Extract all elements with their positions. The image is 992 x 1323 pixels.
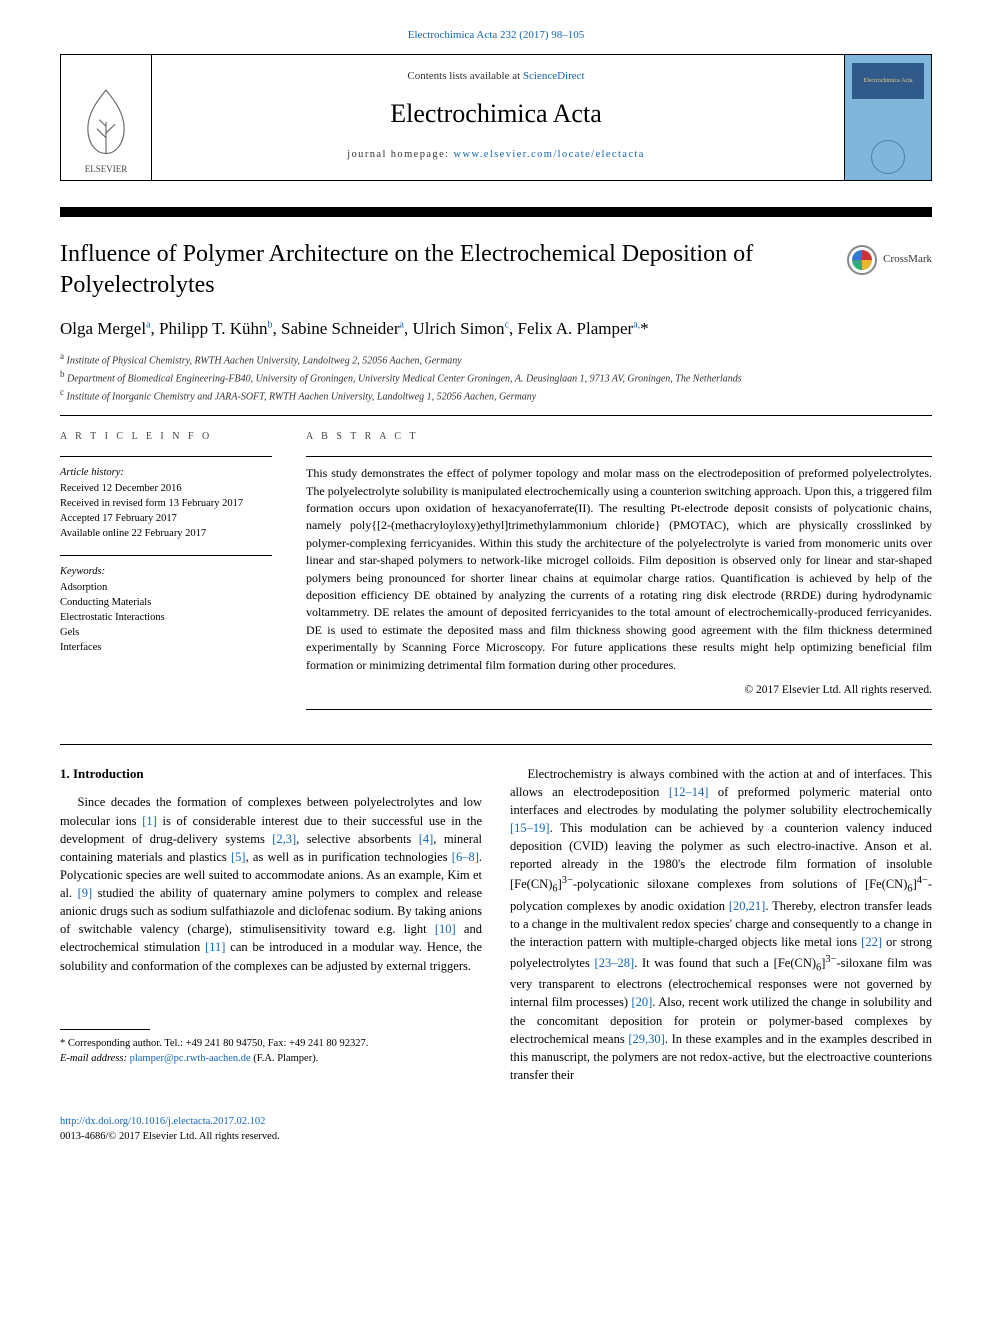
abstract-col: A B S T R A C T This study demonstrates … [306,430,932,718]
header-citation: Electrochimica Acta 232 (2017) 98–105 [0,28,992,44]
history-label: Article history: [60,465,272,480]
journal-title: Electrochimica Acta [85,95,907,133]
article-info-col: A R T I C L E I N F O Article history: R… [60,430,272,718]
crossmark-icon [847,245,877,275]
footnote-email-paren: (F.A. Plamper). [251,1053,319,1064]
keyword-1: Conducting Materials [60,595,272,610]
abstract-rule-bottom [306,709,932,710]
affiliation-c: c Institute of Inorganic Chemistry and J… [60,386,932,404]
elsevier-logo: ELSEVIER [60,54,152,181]
history-3: Available online 22 February 2017 [60,526,272,541]
divider-bar [60,207,932,217]
history-1: Received in revised form 13 February 201… [60,496,272,511]
affiliations: a Institute of Physical Chemistry, RWTH … [60,350,932,405]
body-col-left: 1. Introduction Since decades the format… [60,765,482,1084]
homepage-link[interactable]: www.elsevier.com/locate/electacta [453,149,644,160]
header-citation-link[interactable]: Electrochimica Acta 232 (2017) 98–105 [408,29,585,41]
body-p2: Electrochemistry is always combined with… [510,765,932,1084]
info-heading: A R T I C L E I N F O [60,430,272,445]
keyword-3: Gels [60,625,272,640]
journal-cover-thumb: Electrochimica Acta [844,54,932,181]
homepage-line: journal homepage: www.elsevier.com/locat… [85,147,907,162]
abstract-text: This study demonstrates the effect of po… [306,465,932,674]
footnote-email-link[interactable]: plamper@pc.rwth-aachen.de [130,1053,251,1064]
footnote-email-label: E-mail address: [60,1053,130,1064]
affiliation-a: a Institute of Physical Chemistry, RWTH … [60,350,932,368]
corresponding-footnote: * Corresponding author. Tel.: +49 241 80… [60,1036,482,1066]
history-2: Accepted 17 February 2017 [60,511,272,526]
bottom-block: http://dx.doi.org/10.1016/j.electacta.20… [60,1114,932,1144]
elsevier-label: ELSEVIER [85,163,128,176]
body-p1: Since decades the formation of complexes… [60,793,482,974]
footnote-line1: * Corresponding author. Tel.: +49 241 80… [60,1036,482,1051]
issn-line: 0013-4686/© 2017 Elsevier Ltd. All right… [60,1129,932,1144]
keyword-4: Interfaces [60,640,272,655]
abstract-copyright: © 2017 Elsevier Ltd. All rights reserved… [306,682,932,699]
rule-above-info [60,415,932,416]
abstract-heading: A B S T R A C T [306,430,932,445]
crossmark-label: CrossMark [883,252,932,268]
body-col-right: Electrochemistry is always combined with… [510,765,932,1084]
keyword-2: Electrostatic Interactions [60,610,272,625]
tree-icon [72,83,140,163]
section-1-title: 1. Introduction [60,765,482,784]
doi-link[interactable]: http://dx.doi.org/10.1016/j.electacta.20… [60,1116,265,1127]
cover-decoration-icon [871,140,905,174]
info-rule-2 [60,555,272,556]
abstract-rule [306,456,932,457]
crossmark-badge[interactable]: CrossMark [847,239,932,275]
affiliation-b: b Department of Biomedical Engineering-F… [60,368,932,386]
article-title: Influence of Polymer Architecture on the… [60,239,831,301]
sciencedirect-link[interactable]: ScienceDirect [523,70,585,82]
rule-above-body [60,744,932,745]
author-list: Olga Mergela, Philipp T. Kühnb, Sabine S… [60,317,932,342]
history-0: Received 12 December 2016 [60,481,272,496]
keyword-0: Adsorption [60,580,272,595]
keywords-label: Keywords: [60,564,272,579]
journal-header-box: ELSEVIER Electrochimica Acta Contents li… [60,54,932,181]
cover-mini-title: Electrochimica Acta [852,63,924,99]
footnote-rule [60,1029,150,1030]
contents-line: Contents lists available at ScienceDirec… [85,69,907,85]
info-rule-1 [60,456,272,457]
